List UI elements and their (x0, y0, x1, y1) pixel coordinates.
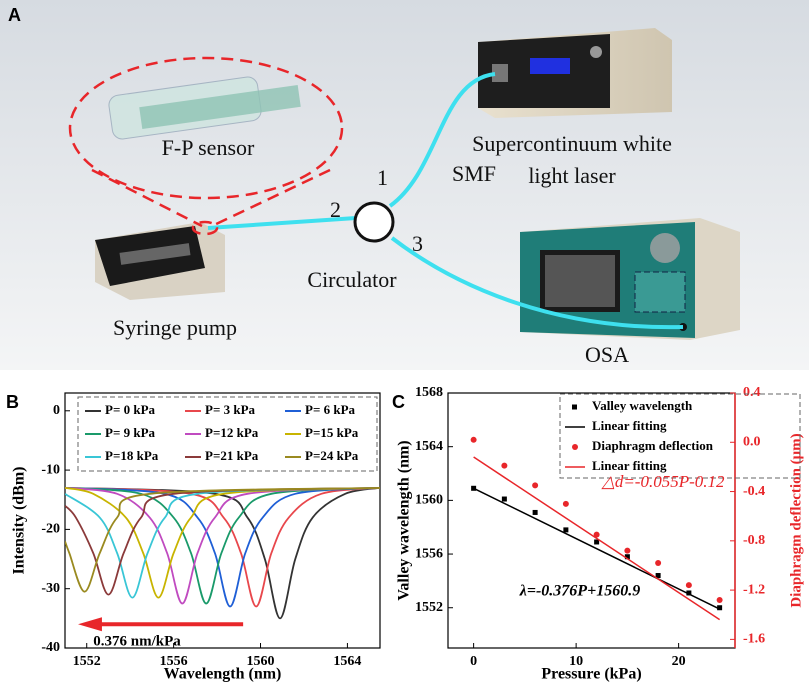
legend-label: P= 0 kPa (105, 402, 156, 417)
osa-device (520, 218, 740, 340)
y2-axis-title: Diaphragm deflection (μm) (788, 433, 804, 607)
label: 3 (412, 231, 423, 256)
series-line (65, 486, 380, 608)
label: 2 (330, 197, 341, 222)
series-line (473, 487, 720, 610)
legend-label: P=24 kPa (305, 448, 359, 463)
legend-label: Valley wavelength (592, 398, 693, 413)
y-tick-label: -10 (41, 462, 60, 477)
syringe-pump (95, 222, 225, 300)
label: Circulator (307, 267, 397, 292)
point (717, 605, 723, 611)
series-line (65, 486, 380, 599)
point (501, 496, 507, 502)
y-tick-label: 1560 (415, 493, 443, 508)
point (655, 560, 662, 566)
point (716, 596, 723, 603)
y2-tick-label: 0.0 (743, 434, 761, 449)
series-line (65, 486, 380, 593)
label: Supercontinuum white (472, 131, 672, 156)
point (501, 462, 508, 469)
legend-label: P=21 kPa (205, 448, 259, 463)
point (532, 509, 538, 515)
legend-label: P= 9 kPa (105, 425, 156, 440)
y-tick-label: -20 (41, 522, 60, 537)
label: F-P sensor (162, 135, 255, 160)
point (470, 436, 477, 443)
legend-label: P= 3 kPa (205, 402, 256, 417)
point (655, 573, 661, 579)
y2-tick-label: -1.6 (743, 632, 765, 647)
plot-frame (64, 392, 381, 649)
point (624, 547, 631, 554)
y2-tick-label: -0.8 (743, 533, 765, 548)
x-tick-label: 1556 (160, 654, 188, 669)
x-axis-title: Pressure (kPa) (541, 666, 641, 683)
y-tick-label: 1552 (415, 600, 443, 615)
legend-label: P=12 kPa (205, 425, 259, 440)
legend-label: Linear fitting (592, 458, 667, 473)
x-tick-label: 10 (569, 654, 583, 669)
panel-a: A F-P sensor Supercontinuum white light … (0, 0, 809, 370)
y-tick-label: 0 (53, 403, 60, 418)
legend-swatch (572, 404, 577, 410)
y-tick-label: 1556 (415, 546, 443, 561)
y-tick-label: -30 (41, 581, 60, 596)
point (593, 531, 600, 538)
legend-frame (77, 396, 378, 472)
x-tick-label: 1560 (247, 654, 275, 669)
x-tick-label: 1552 (73, 654, 101, 669)
y-tick-label: 1568 (415, 385, 443, 400)
y2-tick-label: 0.4 (743, 385, 761, 400)
point (562, 500, 569, 507)
laser-device (478, 28, 672, 118)
point (685, 582, 692, 589)
y2-tick-label: -1.2 (743, 582, 765, 597)
label: OSA (585, 342, 629, 367)
annotation-arrowhead (78, 617, 102, 632)
annotation: 0.376 nm/kPa (93, 634, 181, 650)
annotation: λ=-0.376P+1560.9 (519, 582, 640, 599)
point (594, 539, 600, 545)
point (686, 590, 692, 596)
sensor-callout (68, 56, 344, 236)
point (624, 554, 630, 560)
legend-frame (559, 393, 801, 479)
series-line (65, 486, 380, 620)
label: SMF (452, 161, 496, 186)
label: light laser (528, 163, 616, 188)
panel-label: A (8, 5, 21, 25)
series-line (473, 456, 721, 621)
x-tick-label: 0 (470, 654, 477, 669)
x-tick-label: 1564 (333, 654, 361, 669)
legend-label: P=18 kPa (105, 448, 159, 463)
fp-sensor-image (108, 76, 301, 140)
annotation: △d=-0.055P-0.12 (601, 472, 725, 491)
legend-label: P= 6 kPa (305, 402, 356, 417)
fibers (207, 72, 684, 330)
x-tick-label: 20 (672, 654, 686, 669)
legend-label: Linear fitting (592, 418, 667, 433)
legend-label: P=15 kPa (305, 425, 359, 440)
label: 1 (377, 165, 388, 190)
x-axis-title: Wavelength (nm) (164, 666, 282, 683)
y-tick-label: -40 (41, 640, 60, 655)
series-line (65, 486, 380, 605)
panel-label: C (392, 392, 405, 412)
y-tick-label: 1564 (415, 439, 443, 454)
point (532, 482, 539, 489)
y-axis-title: Intensity (dBm) (11, 466, 28, 574)
legend-label: Diaphragm deflection (592, 438, 714, 453)
legend-swatch (572, 444, 578, 450)
y-axis-title: Valley wavelength (nm) (396, 440, 413, 600)
panel-label: B (6, 392, 19, 412)
point (563, 527, 569, 533)
circulator (353, 201, 395, 243)
y2-tick-label: -0.4 (743, 484, 765, 499)
label: Syringe pump (113, 315, 237, 340)
